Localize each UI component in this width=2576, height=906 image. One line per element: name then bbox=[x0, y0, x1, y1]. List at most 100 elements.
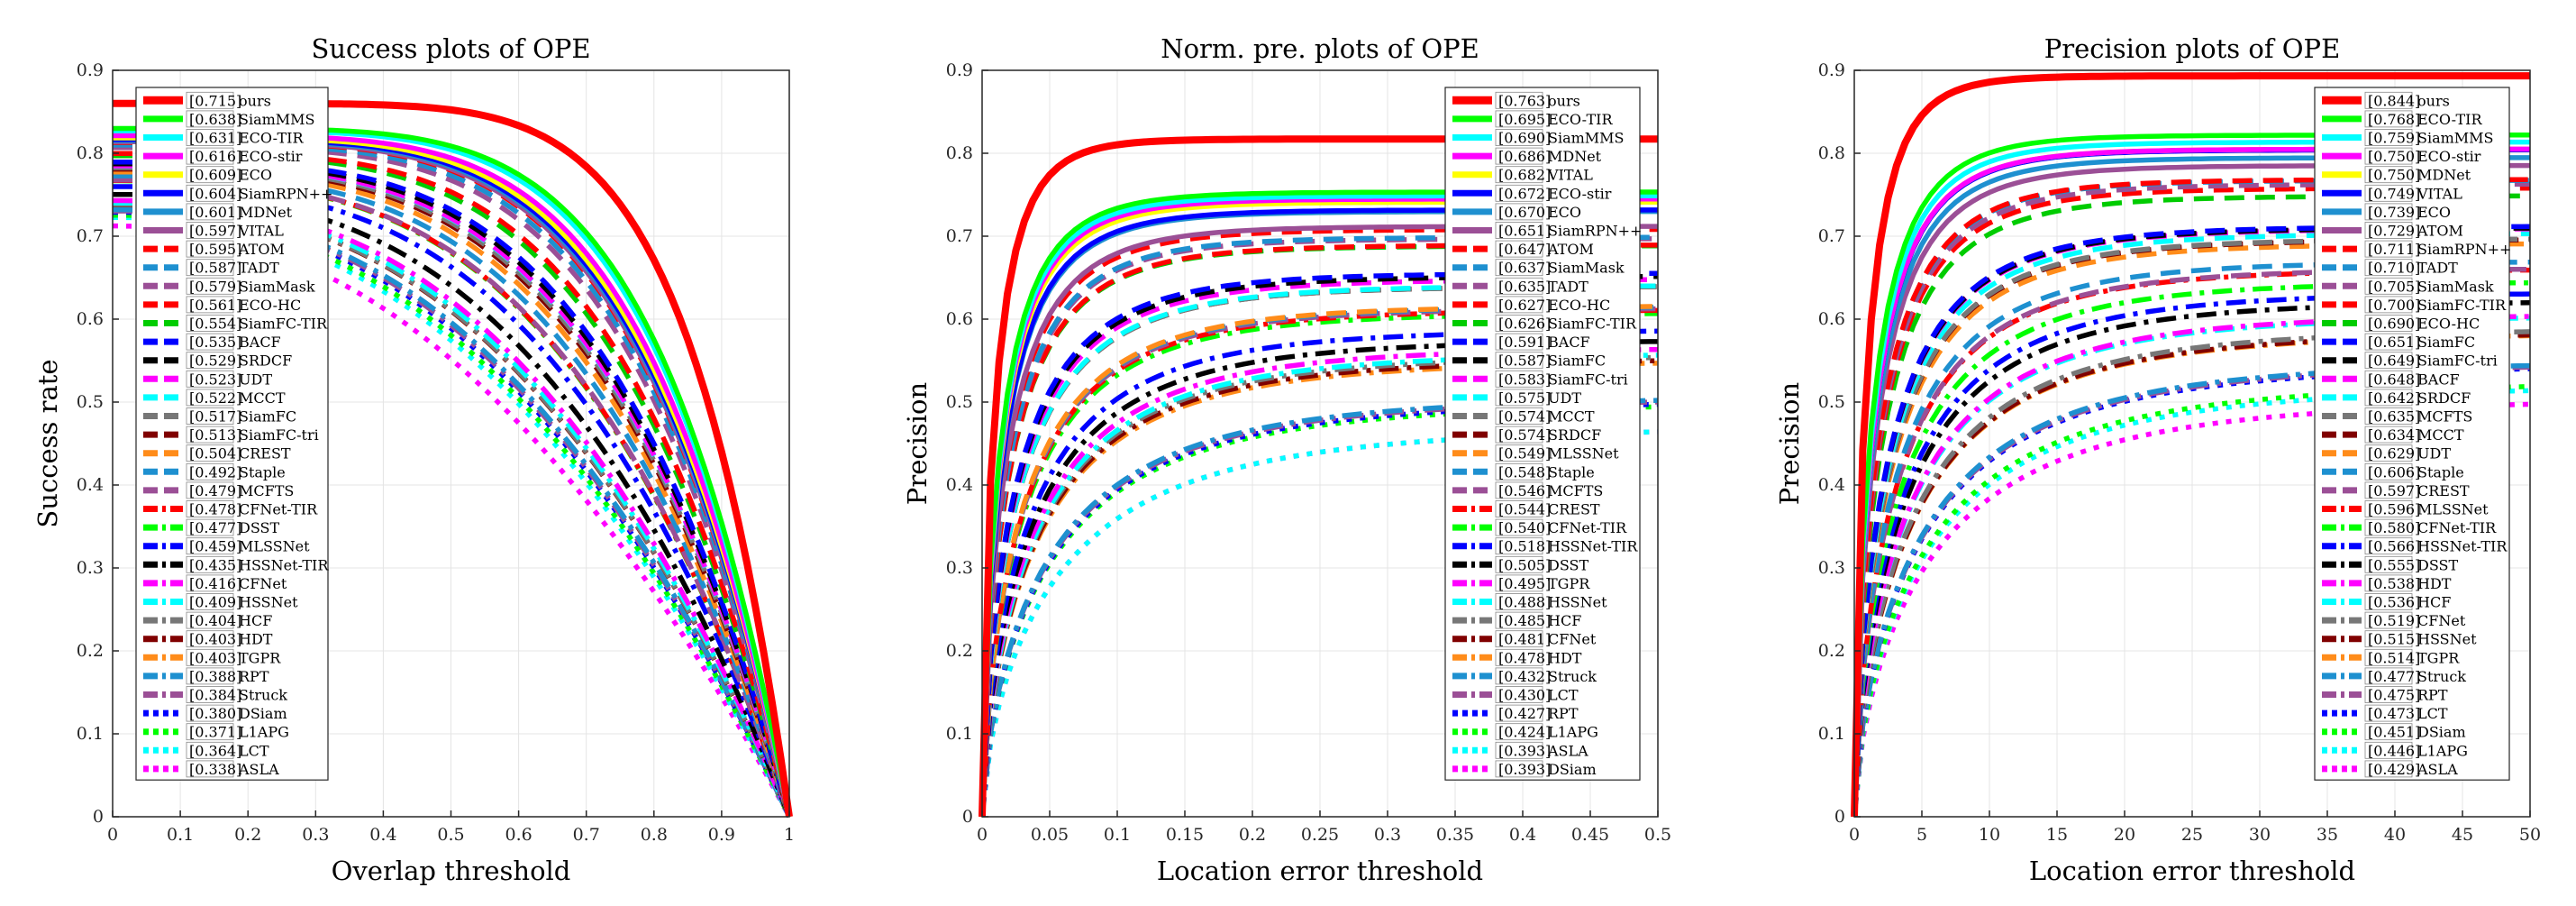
legend-label: L1APG bbox=[2417, 742, 2468, 759]
legend-score: [0.609] bbox=[189, 167, 241, 184]
legend-entry: [0.750]MDNet bbox=[2322, 166, 2471, 184]
legend-score: [0.580] bbox=[2368, 519, 2420, 536]
legend-entry: [0.575]UDT bbox=[1452, 389, 1581, 407]
legend-score: [0.432] bbox=[1498, 668, 1551, 685]
legend-label: CREST bbox=[2417, 482, 2470, 499]
x-tick-label: 0.05 bbox=[1031, 825, 1069, 845]
chart-title: Norm. pre. plots of OPE bbox=[1161, 33, 1479, 64]
series-line-DSST bbox=[979, 339, 1658, 818]
legend-entry: [0.523]UDT bbox=[143, 370, 272, 388]
legend-score: [0.695] bbox=[1498, 111, 1551, 128]
x-tick-label: 5 bbox=[1916, 825, 1927, 845]
series-line-SiamMask bbox=[113, 145, 792, 818]
legend-entry: [0.604]SiamRPN++ bbox=[143, 184, 332, 202]
legend-entry: [0.595]ATOM bbox=[143, 240, 285, 258]
legend-score: [0.642] bbox=[2368, 389, 2420, 407]
legend-score: [0.380] bbox=[189, 705, 241, 722]
legend-score: [0.715] bbox=[189, 92, 241, 109]
y-tick-label: 0.4 bbox=[1818, 475, 1845, 495]
legend-entry: [0.711]SiamRPN++ bbox=[2322, 240, 2511, 258]
legend-label: SiamFC-tri bbox=[2417, 352, 2498, 370]
chart-panel-2: 0 0.05 0.1 0.15 0.2 0.25 0.3 0.35 0.4 0.45 0.5 0 0.1… bbox=[902, 33, 1671, 886]
legend-score: [0.479] bbox=[189, 482, 241, 499]
legend-score: [0.601] bbox=[189, 204, 241, 221]
legend-score: [0.371] bbox=[189, 724, 241, 741]
legend-label: MCCT bbox=[2417, 426, 2464, 444]
legend-entry: [0.670]ECO bbox=[1452, 203, 1581, 221]
legend-score: [0.574] bbox=[1498, 408, 1551, 426]
legend-score: [0.477] bbox=[2368, 668, 2420, 685]
legend-label: SiamFC-tri bbox=[1548, 371, 1628, 388]
legend-entry: [0.475]RPT bbox=[2322, 686, 2448, 704]
legend-label: ECO-HC bbox=[1548, 297, 1610, 314]
legend-label: CFNet bbox=[2417, 612, 2466, 629]
legend-entry: [0.596]MLSSNet bbox=[2322, 500, 2489, 518]
legend-score: [0.686] bbox=[1498, 148, 1551, 165]
legend-entry: [0.432]Struck bbox=[1452, 667, 1597, 685]
legend-label: TGPR bbox=[1548, 575, 1590, 592]
x-axis-label: Overlap threshold bbox=[332, 856, 571, 886]
legend-entry: [0.642]SRDCF bbox=[2322, 389, 2471, 407]
legend-label: VITAL bbox=[1547, 167, 1593, 184]
legend-entry: [0.479]MCFTS bbox=[143, 481, 294, 499]
legend-score: [0.523] bbox=[189, 371, 241, 388]
legend-entry: [0.529]SRDCF bbox=[143, 352, 292, 370]
legend-score: [0.583] bbox=[1498, 371, 1551, 388]
y-tick-label: 0.7 bbox=[77, 226, 104, 246]
legend-score: [0.536] bbox=[2368, 594, 2420, 611]
legend-entry: [0.473]LCT bbox=[2322, 704, 2448, 722]
legend-score: [0.579] bbox=[189, 278, 241, 295]
legend-label: HSSNet-TIR bbox=[1548, 538, 1638, 555]
series-line-TADT bbox=[113, 142, 792, 818]
legend-score: [0.473] bbox=[2368, 705, 2420, 722]
legend-entry: [0.634]MCCT bbox=[2322, 426, 2464, 444]
legend-entry: [0.729]ATOM bbox=[2322, 222, 2463, 240]
legend-score: [0.561] bbox=[189, 297, 241, 314]
legend-label: CFNet bbox=[239, 575, 287, 592]
legend-entry: [0.513]SiamFC-tri bbox=[143, 426, 319, 444]
legend-entry: [0.504]CREST bbox=[143, 444, 291, 462]
series-line-CFNet-TIR bbox=[979, 311, 1658, 818]
legend-score: [0.574] bbox=[1498, 426, 1551, 444]
y-tick-label: 0.8 bbox=[1818, 143, 1845, 163]
legend-score: [0.575] bbox=[1498, 389, 1551, 407]
legend-score: [0.427] bbox=[1498, 705, 1551, 722]
legend-score: [0.604] bbox=[189, 185, 241, 202]
legend-entry: [0.580]CFNet-TIR bbox=[2322, 518, 2497, 536]
series-line-ECO-HC bbox=[979, 243, 1658, 818]
legend-entry: [0.606]Staple bbox=[2322, 462, 2464, 480]
legend-entry: [0.540]CFNet-TIR bbox=[1452, 518, 1627, 536]
legend-score: [0.638] bbox=[189, 111, 241, 128]
legend-label: HSSNet bbox=[2417, 631, 2477, 648]
x-tick-label: 0.8 bbox=[641, 825, 668, 845]
series-line-CREST bbox=[979, 307, 1658, 818]
x-tick-label: 0.3 bbox=[302, 825, 329, 845]
legend-score: [0.544] bbox=[1498, 501, 1551, 518]
series-line-ours bbox=[1851, 72, 2530, 818]
legend-score: [0.393] bbox=[1498, 742, 1551, 759]
legend-label: ours bbox=[239, 92, 271, 109]
legend-label: ECO-stir bbox=[1548, 185, 1612, 202]
y-tick-label: 0.1 bbox=[946, 724, 973, 744]
legend-label: SiamRPN++ bbox=[239, 185, 332, 202]
legend-entry: [0.768]ECO-TIR bbox=[2322, 110, 2482, 128]
legend-label: LCT bbox=[1548, 687, 1579, 704]
legend-score: [0.670] bbox=[1498, 204, 1551, 221]
legend-label: TGPR bbox=[2417, 649, 2460, 666]
legend-label: CFNet bbox=[1548, 631, 1597, 648]
chart-title: Precision plots of OPE bbox=[2044, 33, 2341, 64]
legend-entry: [0.446]L1APG bbox=[2322, 741, 2468, 759]
series-line-Staple bbox=[113, 173, 792, 818]
legend-label: HCF bbox=[239, 612, 272, 629]
legend-label: Struck bbox=[2417, 668, 2466, 685]
legend-label: SiamFC-TIR bbox=[2417, 297, 2507, 314]
y-tick-label: 0 bbox=[962, 807, 973, 827]
legend-score: [0.364] bbox=[189, 742, 241, 759]
legend-entry: [0.561]ECO-HC bbox=[143, 296, 301, 314]
legend-entry: [0.492]Staple bbox=[143, 462, 286, 480]
legend-score: [0.629] bbox=[2368, 445, 2420, 462]
legend-entry: [0.538]HDT bbox=[2322, 574, 2452, 592]
legend-score: [0.763] bbox=[1498, 92, 1551, 109]
legend-entry: [0.700]SiamFC-TIR bbox=[2322, 296, 2507, 314]
legend-label: ASLA bbox=[2417, 761, 2458, 778]
